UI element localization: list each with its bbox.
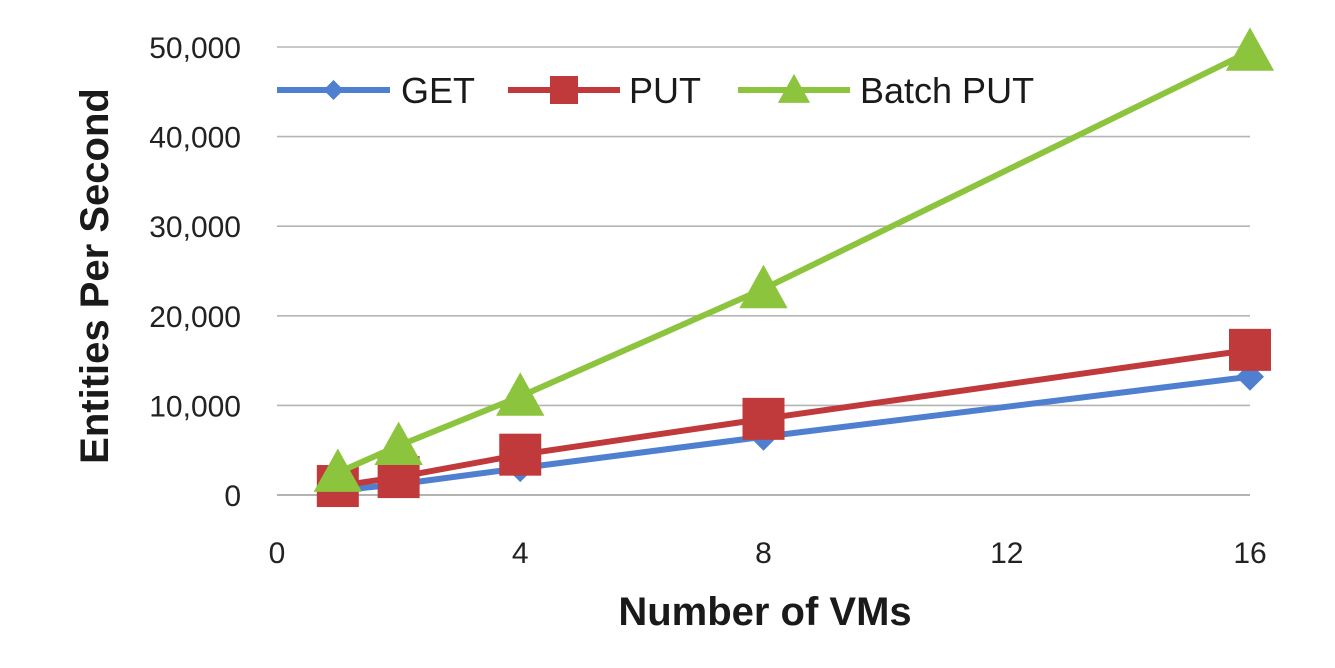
x-tick-label: 0: [269, 537, 286, 570]
series-line: [337, 373, 1251, 494]
data-point: [496, 372, 545, 416]
y-tick-label: 40,000: [149, 122, 241, 155]
data-point: [313, 448, 362, 492]
y-tick-label: 10,000: [149, 390, 241, 423]
y-axis-ticks: 0 10,000 20,000 30,000 40,000 50,000: [149, 32, 241, 513]
y-tick-label: 20,000: [149, 301, 241, 334]
data-point: [499, 433, 542, 476]
x-tick-label: 16: [1233, 537, 1266, 570]
legend-marker: [777, 73, 811, 103]
legend-marker: [323, 80, 344, 100]
data-point: [1225, 27, 1275, 71]
series-line: [336, 48, 1252, 476]
y-tick-label: 30,000: [149, 211, 241, 244]
x-tick-label: 8: [755, 537, 772, 570]
legend-label: Batch PUT: [860, 70, 1034, 111]
data-point: [742, 397, 785, 440]
y-tick-label: 50,000: [149, 32, 241, 65]
x-tick-label: 4: [512, 537, 529, 570]
data-point: [374, 421, 423, 466]
x-axis-title: Number of VMs: [618, 590, 911, 634]
gridlines: [277, 46, 1250, 496]
data-point: [739, 264, 788, 309]
legend-marker: [550, 76, 578, 104]
x-tick-label: 12: [990, 537, 1023, 570]
y-axis-title: Entities Per Second: [73, 88, 117, 464]
legend: GET PUT Batch PUT: [277, 70, 1034, 111]
y-tick-label: 0: [224, 480, 241, 513]
legend-label: GET: [401, 70, 475, 111]
legend-label: PUT: [629, 70, 701, 111]
data-point: [1229, 328, 1271, 371]
plot-area: [313, 27, 1275, 508]
x-axis-ticks: 0 4 8 12 16: [269, 537, 1267, 570]
